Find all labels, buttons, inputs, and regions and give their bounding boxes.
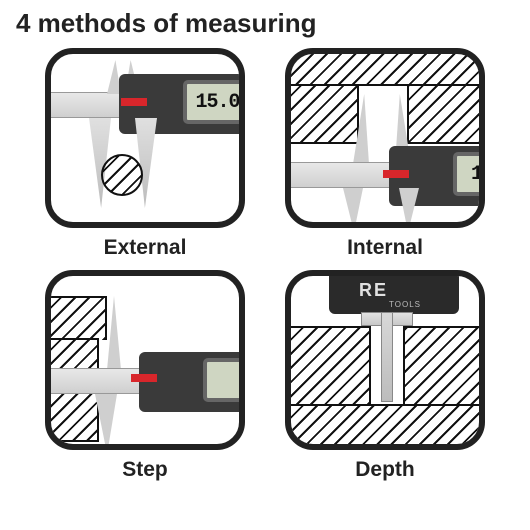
lcd-display: 15.0 — [453, 152, 485, 196]
workpiece-block-right — [407, 84, 485, 144]
method-grid: 15.05 External 15.0 Internal — [40, 48, 490, 482]
brand-sub: TOOLS — [389, 300, 421, 309]
red-indicator — [121, 98, 147, 106]
workpiece-step-upper — [45, 296, 107, 340]
workpiece-well-right — [403, 326, 485, 406]
depth-rod — [381, 312, 393, 402]
cell-internal: 15.0 Internal — [280, 48, 490, 260]
lower-jaw-fixed — [343, 188, 363, 228]
lcd-display — [203, 358, 245, 402]
caption-internal: Internal — [280, 236, 490, 260]
cell-step: Step — [40, 270, 250, 482]
caption-step: Step — [40, 458, 250, 482]
frame-internal: 15.0 — [285, 48, 485, 228]
lcd-display: 15.05 — [183, 80, 245, 124]
frame-depth: RE TOOLS — [285, 270, 485, 450]
cell-external: 15.05 External — [40, 48, 250, 260]
caption-depth: Depth — [280, 458, 490, 482]
frame-step — [45, 270, 245, 450]
button-onoff — [239, 414, 245, 422]
workpiece-block-left — [285, 84, 359, 144]
brand-label: RE — [359, 280, 388, 301]
cell-depth: RE TOOLS Depth — [280, 270, 490, 482]
lower-jaw-moving — [399, 188, 419, 228]
workpiece-well-left — [285, 326, 371, 406]
frame-external: 15.05 — [45, 48, 245, 228]
caption-external: External — [40, 236, 250, 260]
step-jaw — [107, 296, 121, 370]
caliper-slider — [139, 352, 245, 412]
workpiece-well-bottom — [285, 404, 485, 450]
workpiece-block-top — [285, 48, 485, 86]
button-row — [239, 414, 245, 422]
page-title: 4 methods of measuring — [16, 8, 317, 39]
workpiece-circle — [101, 154, 143, 196]
red-indicator — [383, 170, 409, 178]
red-indicator — [131, 374, 157, 382]
